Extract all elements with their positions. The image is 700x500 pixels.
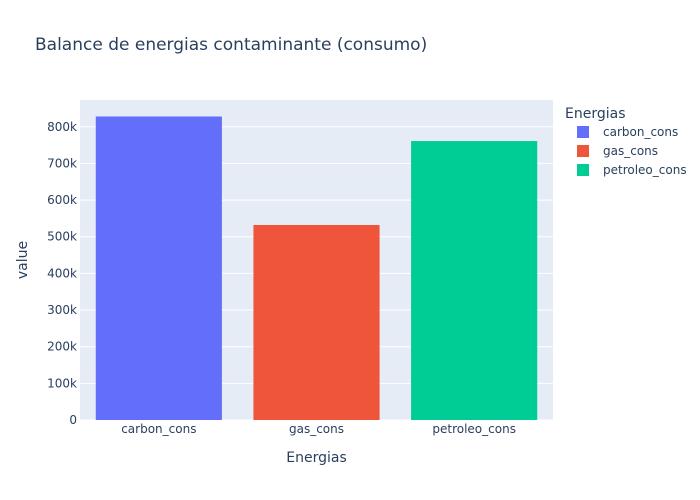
legend-swatch[interactable] — [577, 164, 589, 176]
chart-title: Balance de energias contaminante (consum… — [35, 35, 427, 55]
y-axis-ticks: 0 100k 200k 300k 400k 500k 600k 700k 800k — [47, 120, 77, 427]
x-tick-label: carbon_cons — [121, 422, 196, 436]
x-tick-label: gas_cons — [289, 422, 344, 436]
y-tick-label: 500k — [47, 230, 77, 244]
x-axis-title: Energias — [286, 450, 347, 466]
legend-swatch[interactable] — [577, 126, 589, 138]
legend-item-gas-cons[interactable]: gas_cons — [603, 144, 658, 158]
y-tick-label: 300k — [47, 303, 77, 317]
legend-item-carbon-cons[interactable]: carbon_cons — [603, 125, 678, 139]
y-tick-label: 700k — [47, 156, 77, 170]
y-tick-label: 400k — [47, 266, 77, 280]
y-tick-label: 800k — [47, 120, 77, 134]
bars — [95, 116, 538, 420]
bar-petroleo-cons[interactable] — [411, 141, 538, 420]
x-axis-ticks: carbon_cons gas_cons petroleo_cons — [121, 422, 516, 436]
legend[interactable]: carbon_cons gas_cons petroleo_cons — [577, 125, 687, 177]
y-tick-label: 600k — [47, 193, 77, 207]
legend-item-petroleo-cons[interactable]: petroleo_cons — [603, 163, 687, 177]
bar-carbon-cons[interactable] — [95, 116, 222, 420]
y-tick-label: 0 — [69, 413, 77, 427]
y-tick-label: 200k — [47, 340, 77, 354]
y-axis-title: value — [15, 241, 31, 279]
bar-gas-cons[interactable] — [253, 224, 380, 420]
legend-swatch[interactable] — [577, 145, 589, 157]
y-tick-label: 100k — [47, 376, 77, 390]
x-tick-label: petroleo_cons — [432, 422, 516, 436]
legend-title: Energias — [565, 106, 626, 122]
